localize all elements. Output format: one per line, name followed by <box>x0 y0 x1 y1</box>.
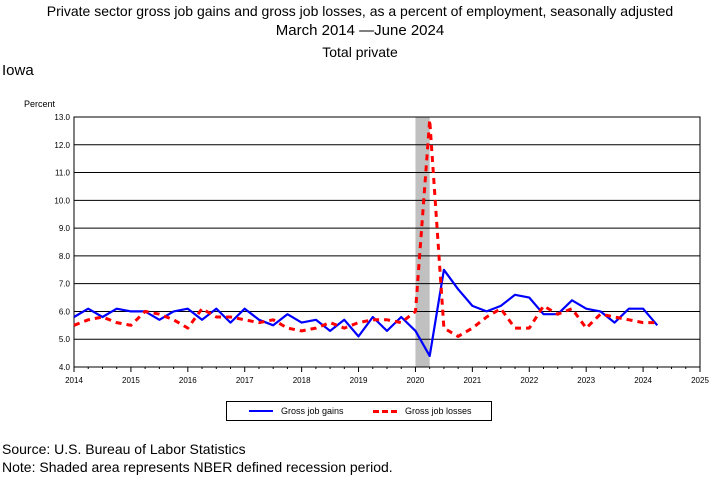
x-tick-label: 2023 <box>577 376 595 385</box>
source-note: Source: U.S. Bureau of Labor Statistics <box>2 441 246 457</box>
plot-border <box>73 116 701 368</box>
y-tick-label: 4.0 <box>59 363 71 372</box>
y-tick-label: 9.0 <box>59 224 71 233</box>
y-tick-label: 7.0 <box>59 280 71 289</box>
legend-swatch-losses <box>373 409 397 413</box>
chart-title: Private sector gross job gains and gross… <box>46 3 674 19</box>
x-tick-label: 2016 <box>179 376 197 385</box>
legend-swatch-gains <box>249 410 273 412</box>
y-tick-label: 11.0 <box>55 169 71 178</box>
chart-subtitle: Total private <box>322 44 398 60</box>
x-tick-label: 2017 <box>236 376 254 385</box>
x-tick-label: 2021 <box>463 376 481 385</box>
y-tick-label: 5.0 <box>59 335 71 344</box>
x-tick-label: 2020 <box>407 376 425 385</box>
legend-item-losses: Gross job losses <box>373 402 472 420</box>
series-line-losses <box>73 118 658 338</box>
x-tick-label: 2018 <box>293 376 311 385</box>
x-tick-label: 2025 <box>691 376 709 385</box>
y-tick-label: 8.0 <box>59 252 71 261</box>
y-axis-label: Percent <box>24 99 56 109</box>
y-tick-label: 10.0 <box>54 196 70 205</box>
series-line-gains <box>73 268 659 357</box>
legend-label-gains: Gross job gains <box>281 406 344 416</box>
legend-label-losses: Gross job losses <box>405 406 472 416</box>
x-tick-label: 2014 <box>65 376 83 385</box>
area-label: Iowa <box>2 62 34 79</box>
legend-item-gains: Gross job gains <box>249 402 344 420</box>
legend: Gross job gains Gross job losses <box>226 401 492 421</box>
x-tick-label: 2024 <box>634 376 652 385</box>
x-tick-label: 2019 <box>350 376 368 385</box>
y-tick-label: 13.0 <box>54 113 70 122</box>
chart-date-range: March 2014 —June 2024 <box>275 22 445 39</box>
recession-note: Note: Shaded area represents NBER define… <box>2 459 393 475</box>
x-tick-label: 2022 <box>520 376 538 385</box>
y-tick-label: 12.0 <box>54 141 70 150</box>
y-tick-label: 6.0 <box>59 307 71 316</box>
x-tick-label: 2015 <box>122 376 140 385</box>
